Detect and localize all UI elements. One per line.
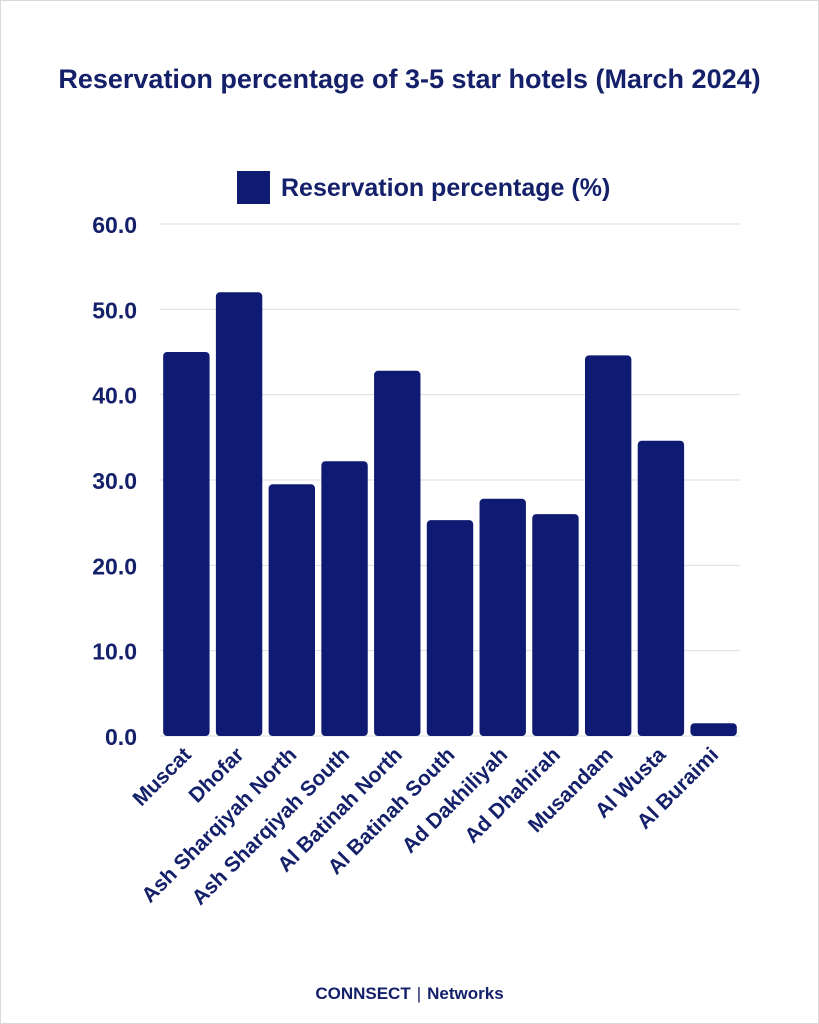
bar (321, 461, 368, 736)
y-tick-label: 40.0 (92, 383, 137, 409)
bar (584, 355, 632, 736)
y-tick-label: 20.0 (92, 553, 137, 579)
chart-title: Reservation percentage of 3-5 star hotel… (58, 64, 761, 94)
legend-swatch (237, 171, 270, 204)
y-tick-label: 0.0 (105, 724, 137, 750)
legend-label: Reservation percentage (%) (281, 174, 610, 202)
bar-chart: 0.0 10.0 20.0 30.0 40.0 50.0 60.0 Reservation p… (92, 171, 740, 910)
bar (637, 440, 685, 736)
brand-suffix: Networks (427, 984, 504, 1003)
y-tick-label: 10.0 (92, 639, 137, 665)
brand-separator: | (416, 984, 422, 1003)
bar (690, 723, 737, 736)
y-tick-label: 50.0 (92, 297, 137, 323)
y-tick-label: 60.0 (92, 212, 137, 238)
bar (479, 498, 526, 736)
bar (374, 370, 421, 736)
y-tick-label: 30.0 (92, 468, 137, 494)
bar (163, 352, 210, 736)
bar (215, 292, 263, 736)
x-tick-label: Muscat (128, 743, 195, 810)
brand-name: CONNSECT (315, 984, 411, 1003)
bar (532, 514, 579, 736)
footer-brand: CONNSECT | Networks (0, 984, 819, 1004)
bar (426, 520, 474, 736)
bar (268, 484, 316, 736)
